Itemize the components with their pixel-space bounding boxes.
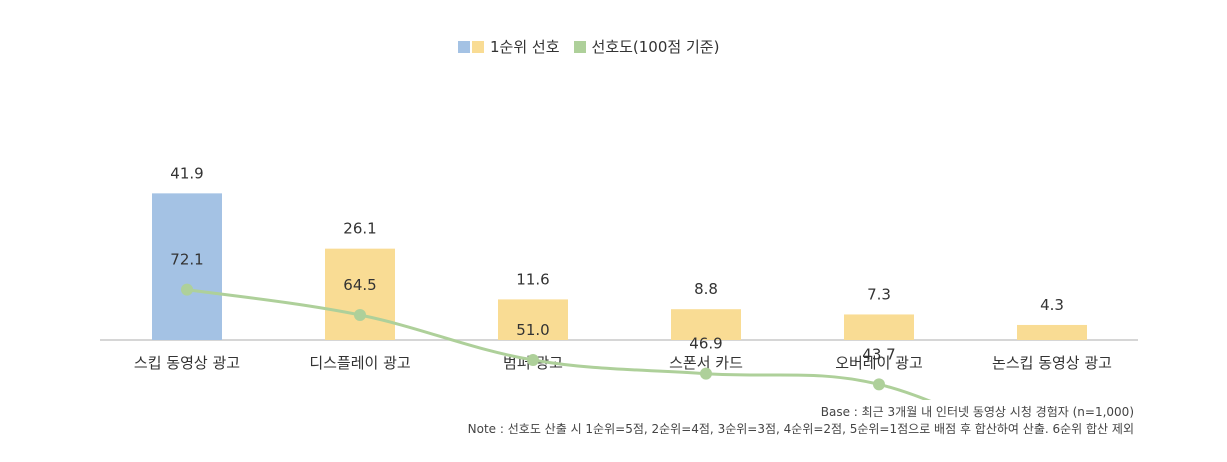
line-value-label: 64.5 (343, 276, 376, 294)
bar-3 (498, 299, 568, 340)
line-point-5 (873, 378, 885, 391)
bar-value-label: 26.1 (343, 220, 376, 238)
bar-4 (671, 309, 741, 340)
line-point-2 (354, 309, 366, 321)
preference-line (186, 288, 932, 400)
legend-swatch-green (573, 40, 586, 53)
line-value-label: 43.7 (862, 345, 895, 363)
category-label: 논스킵 동영상 광고 (992, 354, 1112, 372)
legend-swatch-blue (458, 40, 470, 53)
legend-line-entry: 선호도(100점 기준) (573, 36, 720, 57)
bar-2 (325, 248, 395, 340)
line-value-label: 72.1 (170, 251, 203, 269)
line-point-4 (700, 367, 712, 380)
bar-value-label: 11.6 (516, 270, 549, 288)
legend-line-label: 선호도(100점 기준) (591, 38, 720, 56)
footnotes: Base : 최근 3개월 내 인터넷 동영상 시청 경험자 (n=1,000)… (468, 404, 1134, 438)
legend-bar-entry: 1순위 선호 (458, 36, 560, 57)
bar-value-label: 41.9 (170, 164, 203, 182)
bar-value-label: 4.3 (1040, 296, 1064, 314)
category-label: 스킵 동영상 광고 (134, 354, 240, 372)
line-point-1 (181, 283, 193, 296)
bar-value-label: 7.3 (867, 285, 891, 303)
line-point-3 (527, 354, 539, 366)
legend: 1순위 선호 선호도(100점 기준) (458, 36, 719, 57)
legend-bar-label: 1순위 선호 (490, 38, 560, 56)
bar-5 (844, 314, 914, 340)
line-value-label: 51.0 (516, 321, 549, 339)
method-note: Note : 선호도 산출 시 1순위=5점, 2순위=4점, 3순위=3점, … (467, 422, 1134, 436)
bar-value-label: 8.8 (694, 280, 718, 298)
bar-6 (1017, 324, 1087, 340)
category-label: 디스플레이 광고 (309, 354, 410, 372)
category-label: 오버레이 광고 (835, 354, 923, 372)
base-note: Base : 최근 3개월 내 인터넷 동영상 시청 경험자 (n=1,000) (820, 405, 1134, 419)
line-value-label: 46.9 (689, 335, 722, 353)
legend-swatch-yellow (472, 40, 484, 53)
category-label: 스폰서 카드 (669, 354, 743, 372)
bar-1 (152, 193, 222, 340)
